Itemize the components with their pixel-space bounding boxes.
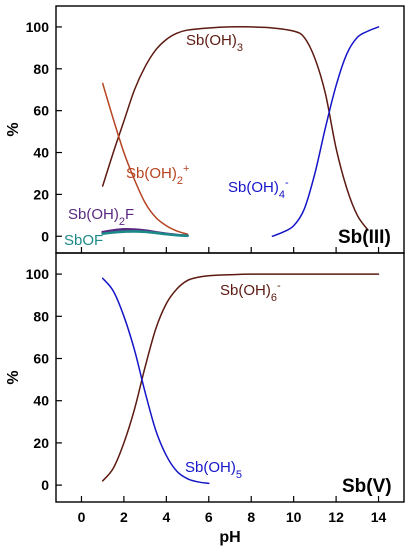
series-line-Sb(OH)5 (101, 277, 210, 485)
panel-label: Sb(V) (342, 476, 392, 497)
y-tick-label: 40 (33, 393, 49, 409)
y-tick-label: 20 (33, 186, 49, 202)
y-tick-label: 80 (33, 308, 49, 324)
series-line-Sb(OH)6- (101, 273, 380, 482)
y-tick-label: 100 (26, 266, 50, 282)
x-tick-label: 8 (247, 509, 255, 525)
series-label-Sb(OH)2+: Sb(OH)2+ (126, 163, 189, 187)
x-tick-label: 2 (120, 509, 128, 525)
series-line-SbOF (101, 230, 189, 238)
series-label-Sb(OH)6-: Sb(OH)6- (220, 280, 281, 304)
x-tick-label: 10 (286, 509, 302, 525)
x-tick-label: 14 (371, 509, 387, 525)
panel-1: 0 20 40 60 80 100 0 2 4 6 8 10 12 14% pH Sb(OH)6- Sb(OH)… (5, 252, 405, 546)
y-tick-label: 80 (33, 61, 49, 77)
plot-frame (55, 252, 405, 503)
y-tick-label: 100 (26, 19, 50, 35)
series-label-Sb(OH)4-: Sb(OH)4- (228, 177, 289, 201)
x-tick-label: 12 (328, 509, 344, 525)
series-label-Sb(OH)5: Sb(OH)5 (185, 459, 242, 481)
series-label-Sb(OH)2F: Sb(OH)2F (68, 206, 134, 228)
x-tick-label: 6 (205, 509, 213, 525)
panel-label: Sb(III) (338, 227, 391, 248)
series-line-Sb(OH)3 (101, 26, 369, 231)
x-tick-label: 4 (162, 509, 170, 525)
y-tick-label: 20 (33, 435, 49, 451)
y-axis-label: % (5, 370, 22, 384)
panel-0: 0 20 40 60 80 100% Sb(OH)3 Sb(OH)4- Sb(OH)2+ Sb(O… (5, 5, 405, 254)
y-tick-label: 40 (33, 145, 49, 161)
y-axis-label: % (5, 122, 22, 136)
series-line-Sb(OH)4- (271, 26, 380, 237)
y-tick-label: 60 (33, 351, 49, 367)
series-line-Sb(OH)2+ (101, 82, 189, 235)
series-label-SbOF: SbOF (64, 232, 103, 249)
x-axis-label: pH (219, 529, 240, 546)
y-tick-label: 0 (41, 228, 49, 244)
y-tick-label: 0 (41, 477, 49, 493)
y-tick-label: 60 (33, 103, 49, 119)
series-label-Sb(OH)3: Sb(OH)3 (186, 32, 243, 54)
x-tick-label: 0 (78, 509, 86, 525)
